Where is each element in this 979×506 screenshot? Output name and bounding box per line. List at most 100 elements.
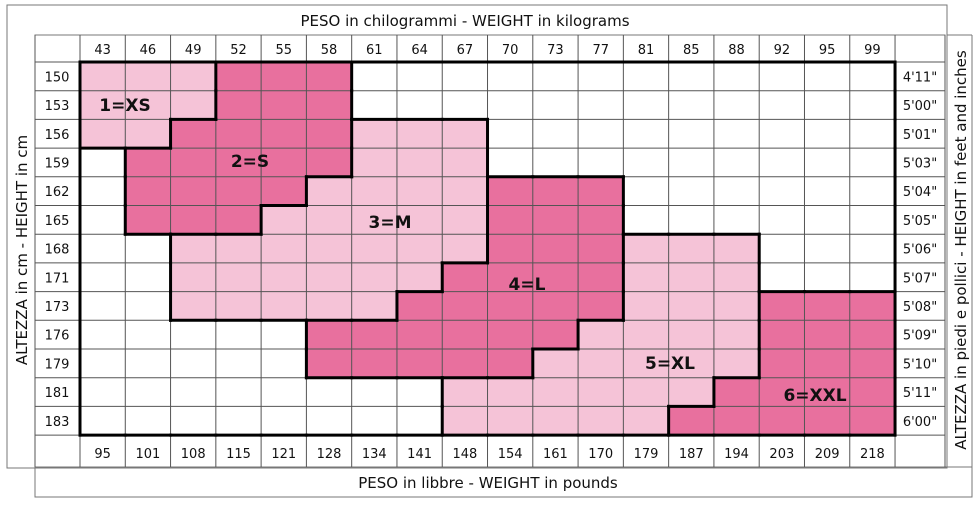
grid-cell [80, 119, 126, 149]
tick-label-ftin: 4'11" [903, 70, 937, 85]
grid-cell [125, 262, 171, 292]
tick-label-ftin: 5'11" [903, 386, 937, 401]
grid-cell [215, 377, 262, 407]
grid-cell [804, 377, 850, 407]
grid-cell [80, 320, 126, 349]
grid-cell [215, 176, 262, 206]
grid-cell [170, 119, 216, 149]
grid-cell [215, 148, 262, 177]
grid-cell [713, 205, 760, 235]
grid-cell [215, 406, 262, 436]
grid-cell [713, 320, 760, 349]
grid-cell [668, 234, 714, 263]
grid-cell [849, 291, 896, 321]
tick-label-ftin: 5'04" [903, 185, 937, 200]
tick-label-cm: 162 [45, 185, 70, 200]
title-top: PESO in chilogrammi - WEIGHT in kilogram… [300, 12, 629, 30]
grid-cell [306, 176, 352, 206]
grid-cell [170, 176, 216, 206]
grid-cell [804, 148, 850, 177]
grid-cell [351, 119, 397, 149]
grid-cell [125, 62, 171, 91]
size-label: 1=XS [99, 96, 150, 116]
grid-cell [759, 320, 805, 349]
grid-cell [396, 377, 443, 407]
grid-cell [759, 234, 805, 263]
grid-cell [849, 119, 896, 149]
grid-cell [804, 176, 850, 206]
grid-cell [623, 320, 669, 349]
grid-cell [351, 176, 397, 206]
grid-cell [80, 377, 126, 407]
grid-cell [170, 205, 216, 235]
grid-cell [804, 205, 850, 235]
grid-cell [713, 119, 760, 149]
grid-cell [125, 291, 171, 321]
grid-cell [487, 377, 533, 407]
tick-label-lb: 194 [724, 447, 749, 462]
tick-label-ftin: 5'07" [903, 271, 937, 286]
grid-cell [578, 406, 624, 436]
tick-label-kg: 88 [728, 43, 745, 58]
grid-cell [170, 262, 216, 292]
grid-cell [351, 148, 397, 177]
grid-cell [306, 320, 352, 349]
grid-cell [804, 320, 850, 349]
grid-cell [668, 406, 714, 436]
grid-cell [306, 90, 352, 120]
grid-cell [532, 406, 579, 436]
grid-cell [623, 62, 669, 91]
grid-cell [261, 262, 307, 292]
grid-cell [623, 119, 669, 149]
grid-cell [125, 349, 171, 378]
tick-label-lb: 218 [860, 447, 885, 462]
tick-label-lb: 121 [271, 447, 296, 462]
grid-cell [261, 176, 307, 206]
grid-cell [487, 291, 533, 321]
grid-cell [80, 148, 126, 177]
outer-frame [6, 4, 948, 469]
grid-cell [261, 148, 307, 177]
size-label: 3=M [369, 213, 412, 233]
grid-cell [215, 119, 262, 149]
grid-cell [80, 291, 126, 321]
tick-label-lb: 101 [136, 447, 161, 462]
grid-cell [668, 205, 714, 235]
tick-label-lb: 203 [769, 447, 794, 462]
tick-label-cm: 179 [45, 357, 70, 372]
size-label: 2=S [231, 152, 269, 172]
grid-cell [804, 90, 850, 120]
tick-label-cm: 171 [45, 271, 70, 286]
grid-cell [306, 119, 352, 149]
grid-cell [396, 349, 443, 378]
grid-cell [396, 119, 443, 149]
grid-cell [261, 90, 307, 120]
grid-cell [442, 349, 488, 378]
grid-cell [759, 262, 805, 292]
grid-cell [713, 406, 760, 436]
grid-cell [713, 90, 760, 120]
size-label: 6=XXL [783, 386, 846, 406]
grid-cell [125, 320, 171, 349]
grid-cell [668, 119, 714, 149]
grid-cell [261, 349, 307, 378]
tick-label-ftin: 5'05" [903, 214, 937, 229]
grid-cell [170, 406, 216, 436]
tick-label-cm: 153 [45, 99, 70, 114]
grid-cell [623, 176, 669, 206]
grid-cell [442, 291, 488, 321]
grid-cell [668, 320, 714, 349]
grid-cell [442, 176, 488, 206]
grid-cell [351, 90, 397, 120]
grid-cell [487, 234, 533, 263]
grid-cell [80, 62, 126, 91]
grid-cell [532, 320, 579, 349]
grid-cell [442, 262, 488, 292]
tick-label-cm: 165 [45, 214, 70, 229]
grid-cell [849, 320, 896, 349]
grid-cell [759, 119, 805, 149]
grid-cell [759, 176, 805, 206]
grid-cell [623, 349, 669, 378]
grid-cell [849, 90, 896, 120]
size-borders [78, 60, 897, 437]
